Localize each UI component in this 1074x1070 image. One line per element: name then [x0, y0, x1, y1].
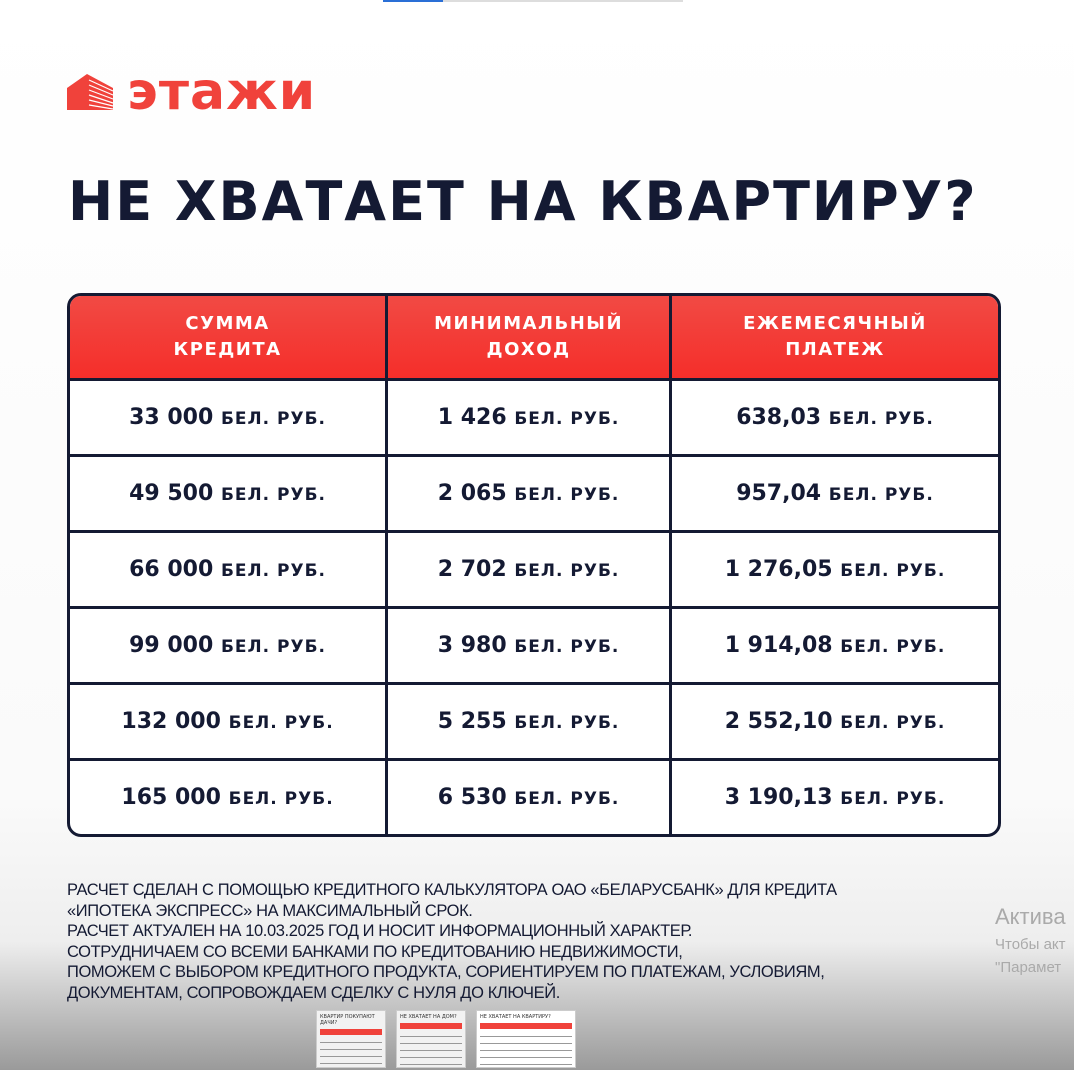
cell-value: 165 000 — [121, 785, 221, 810]
header-line: ЕЖЕМЕСЯЧНЫЙ — [743, 313, 927, 334]
cell-value: 3 190,13 — [724, 785, 833, 810]
cell-value: 5 255 — [437, 709, 507, 734]
disclaimer-line: РАСЧЕТ АКТУАЛЕН НА 10.03.2025 ГОД И НОСИ… — [67, 922, 693, 940]
cell-value: 66 000 — [129, 557, 214, 582]
cell-value: 33 000 — [129, 405, 214, 430]
currency-unit: БЕЛ. РУБ. — [220, 561, 327, 581]
cell-value: 638,03 — [736, 405, 822, 430]
table-cell: 1 914,08 БЕЛ. РУБ. — [672, 606, 998, 682]
cell-value: 6 530 — [437, 785, 507, 810]
column-header: СУММА КРЕДИТА — [70, 296, 389, 378]
header-line: МИНИМАЛЬНЫЙ — [434, 313, 624, 334]
cell-value: 2 552,10 — [724, 709, 833, 734]
thumbnail[interactable]: НЕ ХВАТАЕТ НА КВАРТИРУ? — [476, 1010, 576, 1068]
header-line: СУММА — [185, 313, 270, 334]
cell-value: 2 702 — [437, 557, 507, 582]
column-header: МИНИМАЛЬНЫЙ ДОХОД — [388, 296, 673, 378]
currency-unit: БЕЛ. РУБ. — [514, 637, 620, 657]
currency-unit: БЕЛ. РУБ. — [220, 637, 327, 657]
building-logo-icon — [67, 74, 114, 110]
cell-value: 1 426 — [437, 405, 507, 430]
table-cell: 132 000 БЕЛ. РУБ. — [70, 682, 389, 758]
table-row: 99 000 БЕЛ. РУБ. 3 980 БЕЛ. РУБ. 1 914,08 … — [70, 606, 998, 682]
currency-unit: БЕЛ. РУБ. — [228, 713, 334, 733]
table-cell: 3 190,13 БЕЛ. РУБ. — [672, 758, 998, 834]
table-row: 165 000 БЕЛ. РУБ. 6 530 БЕЛ. РУБ. 3 190,13… — [70, 758, 998, 834]
table-cell: 638,03 БЕЛ. РУБ. — [672, 378, 998, 454]
brand-name: этажи — [127, 62, 317, 122]
disclaimer-line: РАСЧЕТ СДЕЛАН С ПОМОЩЬЮ КРЕДИТНОГО КАЛЬК… — [67, 881, 837, 899]
table-row: 49 500 БЕЛ. РУБ. 2 065 БЕЛ. РУБ. 957,04 БЕ… — [70, 454, 998, 530]
table-cell: 5 255 БЕЛ. РУБ. — [388, 682, 673, 758]
table-cell: 3 980 БЕЛ. РУБ. — [388, 606, 673, 682]
currency-unit: БЕЛ. РУБ. — [220, 409, 327, 429]
currency-unit: БЕЛ. РУБ. — [220, 485, 327, 505]
credit-table: СУММА КРЕДИТА МИНИМАЛЬНЫЙ ДОХОД ЕЖЕМЕСЯЧНЫЙ П… — [67, 293, 1001, 837]
header-line: ДОХОД — [486, 339, 571, 360]
currency-unit: БЕЛ. РУБ. — [514, 561, 620, 581]
currency-unit: БЕЛ. РУБ. — [840, 789, 946, 809]
currency-unit: БЕЛ. РУБ. — [514, 713, 620, 733]
table-cell: 2 702 БЕЛ. РУБ. — [388, 530, 673, 606]
thumbnail-title: НЕ ХВАТАЕТ НА КВАРТИРУ? — [480, 1014, 551, 1020]
headline: НЕ ХВАТАЕТ НА КВАРТИРУ? — [68, 170, 978, 233]
currency-unit: БЕЛ. РУБ. — [228, 789, 334, 809]
disclaimer-line: ДОКУМЕНТАМ, СОПРОВОЖДАЕМ СДЕЛКУ С НУЛЯ Д… — [67, 983, 560, 1002]
table-cell: 2 065 БЕЛ. РУБ. — [388, 454, 673, 530]
cell-value: 1 914,08 — [724, 633, 833, 658]
column-header: ЕЖЕМЕСЯЧНЫЙ ПЛАТЕЖ — [672, 296, 998, 378]
currency-unit: БЕЛ. РУБ. — [840, 637, 946, 657]
table-cell: 99 000 БЕЛ. РУБ. — [70, 606, 389, 682]
thumbnail-title: КВАРТИР ПОКУПАЮТ ДАЧИ? — [320, 1014, 375, 1026]
brand-logo: этажи — [67, 62, 317, 122]
disclaimer-line: ПОМОЖЕМ С ВЫБОРОМ КРЕДИТНОГО ПРОДУКТА, С… — [67, 963, 825, 981]
cell-value: 957,04 — [736, 481, 822, 506]
table-cell: 6 530 БЕЛ. РУБ. — [388, 758, 673, 834]
thumbnail[interactable]: КВАРТИР ПОКУПАЮТ ДАЧИ? — [316, 1010, 386, 1068]
thumbnail-strip: КВАРТИР ПОКУПАЮТ ДАЧИ? НЕ ХВАТАЕТ НА ДОМ?… — [316, 1010, 576, 1068]
cell-value: 2 065 — [437, 481, 507, 506]
table-row: 33 000 БЕЛ. РУБ. 1 426 БЕЛ. РУБ. 638,03 БЕ… — [70, 378, 998, 454]
header-line: ПЛАТЕЖ — [785, 339, 885, 360]
cell-value: 3 980 — [437, 633, 507, 658]
currency-unit: БЕЛ. РУБ. — [840, 561, 946, 581]
table-cell: 2 552,10 БЕЛ. РУБ. — [672, 682, 998, 758]
table-cell: 66 000 БЕЛ. РУБ. — [70, 530, 389, 606]
cell-value: 49 500 — [129, 481, 214, 506]
currency-unit: БЕЛ. РУБ. — [828, 485, 934, 505]
currency-unit: БЕЛ. РУБ. — [514, 789, 620, 809]
disclaimer-line: СОТРУДНИЧАЕМ СО ВСЕМИ БАНКАМИ ПО КРЕДИТО… — [67, 942, 683, 961]
windows-activation-watermark: Актива Чтобы акт "Парамет — [995, 904, 1066, 976]
disclaimer: РАСЧЕТ СДЕЛАН С ПОМОЩЬЮ КРЕДИТНОГО КАЛЬК… — [67, 880, 987, 1003]
table-cell: 49 500 БЕЛ. РУБ. — [70, 454, 389, 530]
header-line: КРЕДИТА — [173, 339, 282, 360]
cell-value: 132 000 — [121, 709, 221, 734]
table-row: 132 000 БЕЛ. РУБ. 5 255 БЕЛ. РУБ. 2 552,10… — [70, 682, 998, 758]
currency-unit: БЕЛ. РУБ. — [840, 713, 946, 733]
thumbnail-title: НЕ ХВАТАЕТ НА ДОМ? — [400, 1014, 457, 1020]
table-cell: 1 426 БЕЛ. РУБ. — [388, 378, 673, 454]
currency-unit: БЕЛ. РУБ. — [514, 409, 620, 429]
thumbnail[interactable]: НЕ ХВАТАЕТ НА ДОМ? — [396, 1010, 466, 1068]
table-row: 66 000 БЕЛ. РУБ. 2 702 БЕЛ. РУБ. 1 276,05 … — [70, 530, 998, 606]
cell-value: 1 276,05 — [724, 557, 833, 582]
currency-unit: БЕЛ. РУБ. — [514, 485, 620, 505]
top-progress-bar — [383, 0, 683, 2]
currency-unit: БЕЛ. РУБ. — [828, 409, 934, 429]
table-cell: 33 000 БЕЛ. РУБ. — [70, 378, 389, 454]
table-cell: 165 000 БЕЛ. РУБ. — [70, 758, 389, 834]
table-cell: 957,04 БЕЛ. РУБ. — [672, 454, 998, 530]
disclaimer-line: «ИПОТЕКА ЭКСПРЕСС» НА МАКСИМАЛЬНЫЙ СРОК. — [67, 901, 473, 920]
cell-value: 99 000 — [129, 633, 214, 658]
table-cell: 1 276,05 БЕЛ. РУБ. — [672, 530, 998, 606]
